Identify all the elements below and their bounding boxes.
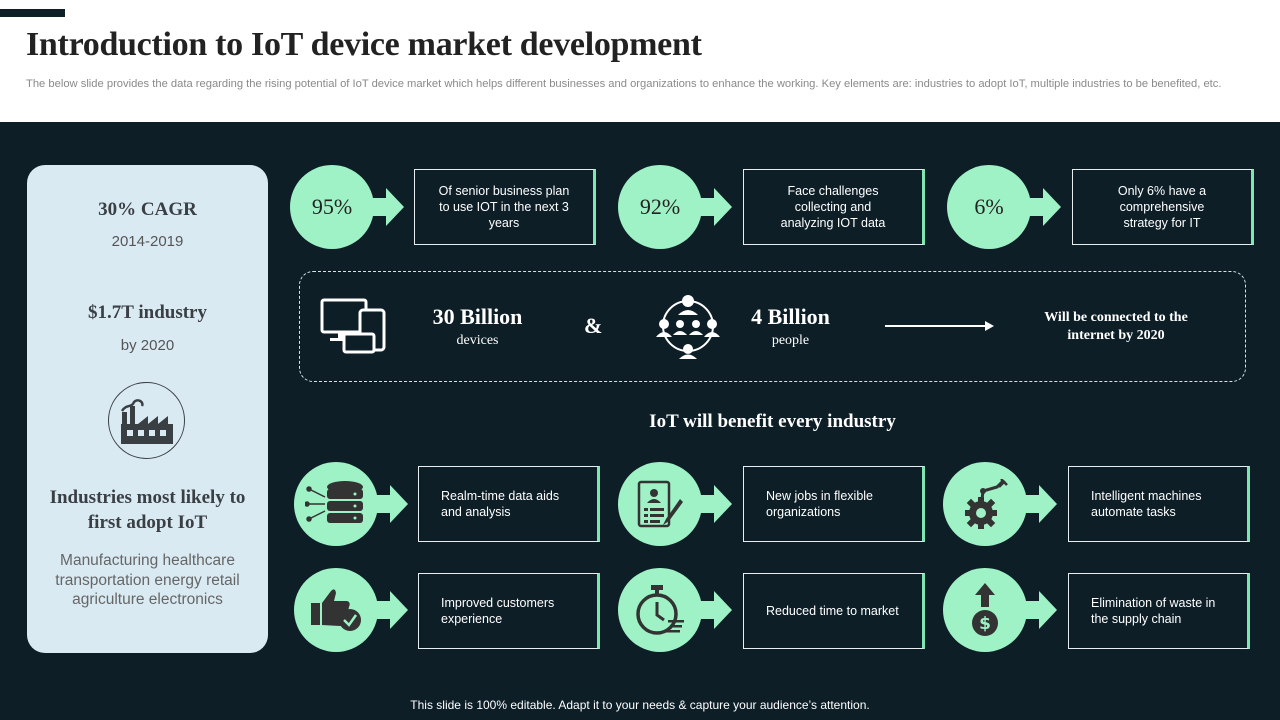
people-value: 4 Billion (751, 304, 830, 329)
stat-arrow-1 (386, 188, 404, 226)
ampersand: & (584, 313, 603, 338)
stat-arrow-stem-2 (698, 198, 716, 216)
robot-gear-icon (943, 462, 1027, 546)
stat-text-1: Of senior business plan to use IOT in th… (438, 184, 570, 230)
benefit-text-2: New jobs in flexible organizations (766, 489, 873, 519)
thumbs-up-icon (294, 568, 378, 652)
benefit-box-1: Realm-time data aids and analysis (418, 466, 600, 542)
benefit-arrow-6 (1039, 591, 1057, 629)
connect-arrow-head (985, 321, 994, 331)
stat-arrow-3 (1043, 188, 1061, 226)
stopwatch-icon (618, 568, 702, 652)
benefit-arrow-stem-6 (1023, 601, 1041, 619)
stat-arrow-stem-1 (370, 198, 388, 216)
benefit-arrow-stem-4 (374, 601, 392, 619)
benefit-arrow-3 (1039, 485, 1057, 523)
page-title: Introduction to IoT device market develo… (26, 26, 702, 63)
stat-circle-3: 6% (947, 165, 1031, 249)
connect-text: Will be connected to the internet by 202… (1044, 310, 1188, 343)
benefit-arrow-stem-2 (698, 495, 716, 513)
factory-icon (108, 382, 185, 459)
stat-text-3: Only 6% have a comprehensive strategy fo… (1117, 184, 1207, 230)
stat-circle-2: 92% (618, 165, 702, 249)
benefit-arrow-stem-5 (698, 601, 716, 619)
svg-text:$: $ (979, 614, 991, 634)
benefit-box-5: Reduced time to market (743, 573, 925, 649)
stat-text-2: Face challenges collecting and analyzing… (780, 184, 886, 230)
database-icon (294, 462, 378, 546)
stat-box-2: Face challenges collecting and analyzing… (743, 169, 925, 245)
cagr-years: 2014-2019 (111, 233, 184, 250)
benefit-arrow-4 (390, 591, 408, 629)
benefit-box-2: New jobs in flexible organizations (743, 466, 925, 542)
industries-list: Manufacturing healthcare transportation … (55, 552, 240, 608)
connect-arrow-line (885, 325, 987, 327)
benefit-arrow-1 (390, 485, 408, 523)
stat-arrow-stem-3 (1027, 198, 1045, 216)
connected-band (299, 271, 1246, 382)
adopt-heading: Industries most likely to first adopt Io… (49, 487, 246, 533)
stat-box-3: Only 6% have a comprehensive strategy fo… (1072, 169, 1254, 245)
benefit-box-6: Elimination of waste in the supply chain (1068, 573, 1250, 649)
dollar-arrow-icon: $ (943, 568, 1027, 652)
footer-note: This slide is 100% editable. Adapt it to… (410, 698, 870, 712)
stat-arrow-2 (714, 188, 732, 226)
benefit-box-4: Improved customers experience (418, 573, 600, 649)
industry-year: by 2020 (120, 337, 175, 354)
benefit-arrow-stem-3 (1023, 495, 1041, 513)
stat-box-1: Of senior business plan to use IOT in th… (414, 169, 596, 245)
benefit-text-6: Elimination of waste in the supply chain (1091, 596, 1216, 626)
cagr-value: 30% CAGR (98, 199, 197, 220)
benefit-text-1: Realm-time data aids and analysis (441, 489, 560, 519)
benefit-text-3: Intelligent machines automate tasks (1091, 489, 1202, 519)
benefit-arrow-5 (714, 591, 732, 629)
benefits-title: IoT will benefit every industry (649, 411, 896, 432)
benefit-box-3: Intelligent machines automate tasks (1068, 466, 1250, 542)
stat-circle-1: 95% (290, 165, 374, 249)
resume-icon (618, 462, 702, 546)
people-label: people (771, 333, 810, 348)
industry-value: $1.7T industry (88, 302, 207, 323)
page-subtitle: The below slide provides the data regard… (26, 78, 1222, 90)
devices-value: 30 Billion (432, 304, 523, 329)
benefit-arrow-2 (714, 485, 732, 523)
devices-icon (320, 298, 388, 359)
left-info-card: 30% CAGR 2014-2019 $1.7T industry by 202… (27, 165, 268, 653)
benefit-text-4: Improved customers experience (441, 596, 555, 626)
benefit-text-5: Reduced time to market (766, 604, 899, 618)
top-accent-bar (0, 9, 65, 17)
people-network-icon (656, 293, 720, 364)
benefit-arrow-stem-1 (374, 495, 392, 513)
devices-label: devices (456, 333, 499, 348)
